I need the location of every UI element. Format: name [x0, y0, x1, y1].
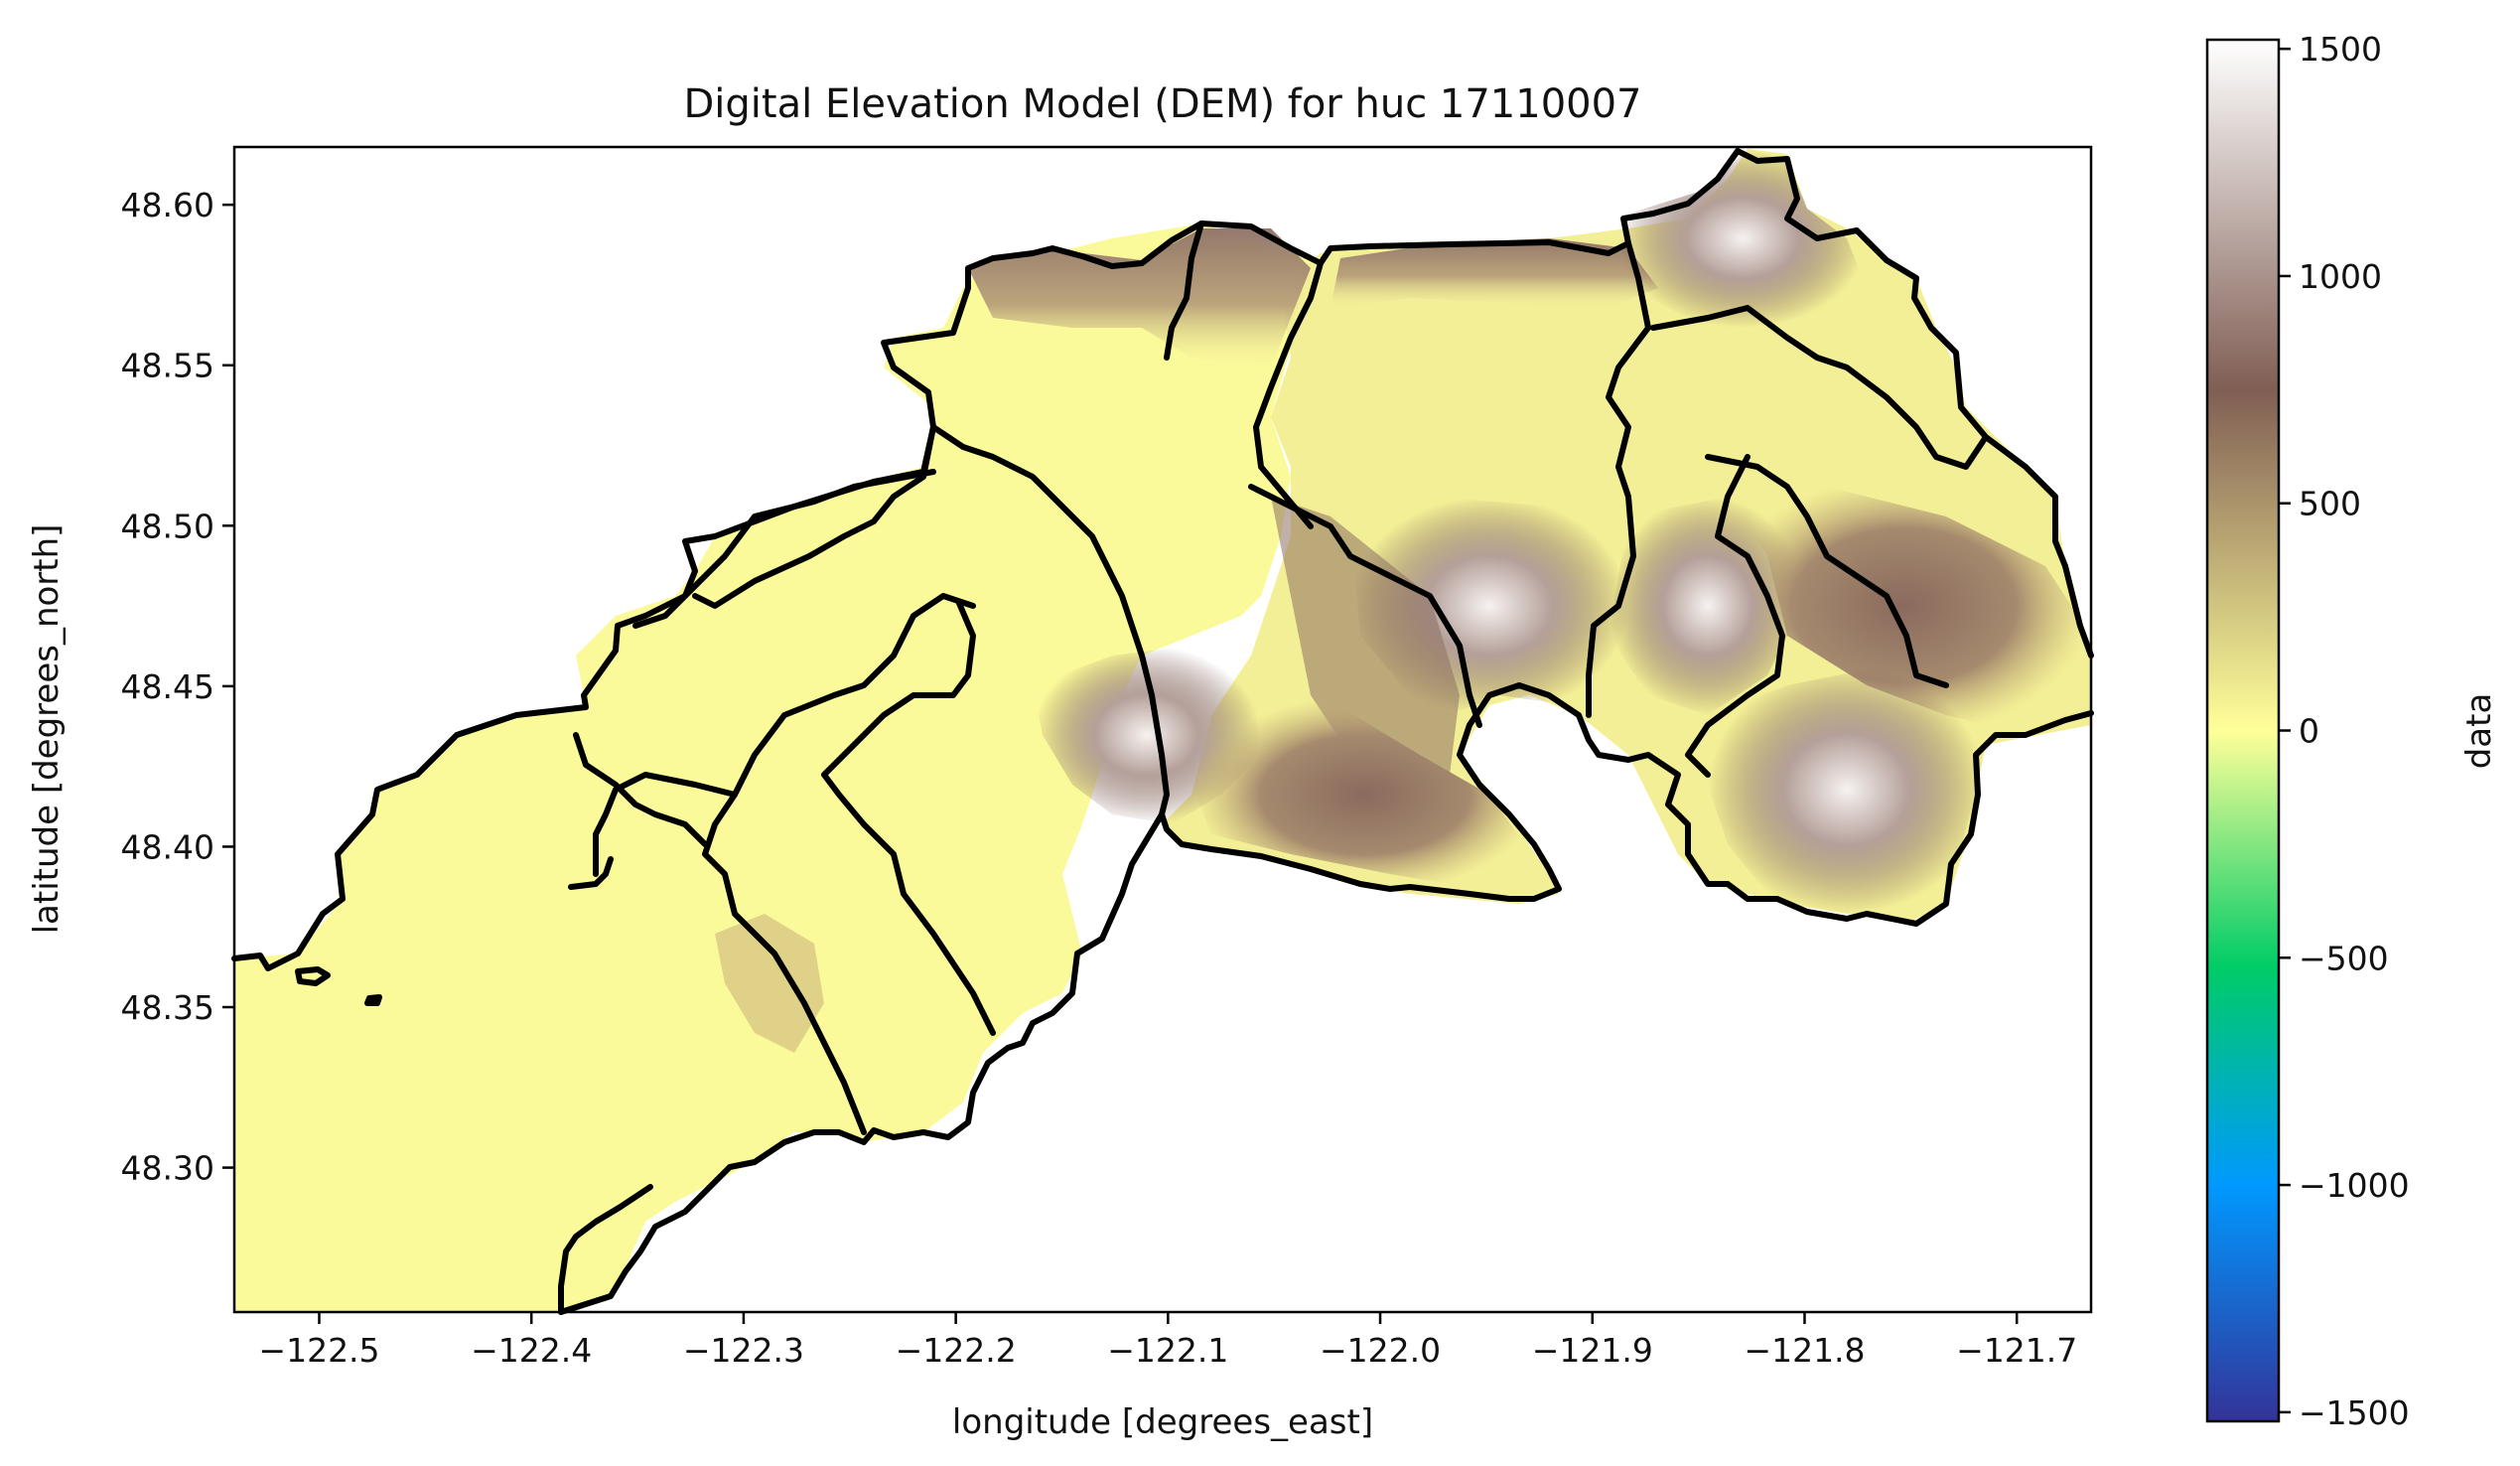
divide-7 — [1650, 305, 1989, 470]
coast-segment — [568, 856, 614, 890]
divide-14 — [573, 732, 708, 847]
y-tick-label: 48.50 — [121, 507, 214, 545]
southern-tail — [558, 1184, 653, 1315]
x-tick-label: −122.4 — [471, 1331, 592, 1370]
northern-ridge — [968, 228, 1311, 367]
x-axis-ticks: −122.5 −122.4 −122.3 −122.2 −122.1 −122.0 −121… — [258, 1312, 2077, 1370]
divide-1 — [692, 424, 936, 609]
x-tick-label: −122.3 — [683, 1331, 804, 1370]
colorbar: 1500 1000 500 0 −500 −1000 −1500 data — [2205, 30, 2499, 1432]
divide-4 — [930, 424, 1170, 817]
y-axis-ticks: 48.30 48.35 48.40 48.45 48.50 48.55 48.60 — [121, 186, 234, 1188]
y-tick-label: 48.35 — [121, 988, 214, 1027]
y-tick-label: 48.40 — [121, 827, 214, 866]
island-1 — [295, 966, 331, 986]
colorbar-gradient — [2205, 38, 2281, 1423]
dem-raster — [234, 149, 2091, 1312]
south-central-valley — [1191, 695, 1539, 894]
divide-6 — [1586, 240, 1651, 718]
divide-10 — [632, 469, 936, 629]
divide-8 — [1705, 454, 1949, 688]
central-slopes — [1271, 497, 1460, 795]
colorbar-tick-label: 1000 — [2299, 257, 2382, 296]
north-central-ridge — [1330, 238, 1658, 308]
y-tick-label: 48.30 — [121, 1149, 214, 1188]
y-tick-label: 48.55 — [121, 347, 214, 385]
colorbar-label: data — [2459, 693, 2499, 770]
divide-12 — [821, 598, 996, 1036]
watershed-boundaries — [231, 148, 2094, 1315]
divide-3 — [1164, 220, 1204, 361]
island-2 — [364, 994, 382, 1006]
x-tick-label: −122.1 — [1107, 1331, 1228, 1370]
x-tick-label: −122.0 — [1320, 1331, 1441, 1370]
x-tick-label: −122.5 — [258, 1331, 379, 1370]
southeast-peak — [1708, 665, 1986, 914]
colorbar-tick-label: −1500 — [2299, 1393, 2410, 1432]
x-axis-label: longitude [degrees_east] — [952, 1402, 1373, 1442]
plot-area: −122.5 −122.4 −122.3 −122.2 −122.1 −122.0 −121… — [27, 145, 2094, 1442]
divide-2 — [1253, 260, 1324, 529]
colorbar-tick-label: 500 — [2299, 485, 2361, 523]
x-tick-label: −121.9 — [1532, 1331, 1653, 1370]
map-title: Digital Elevation Model (DEM) for huc 17… — [684, 81, 1642, 127]
x-tick-label: −121.8 — [1744, 1331, 1865, 1370]
divide-13 — [593, 772, 738, 877]
y-tick-label: 48.60 — [121, 186, 214, 224]
colorbar-tick-label: 1500 — [2299, 30, 2382, 69]
northeast-peak — [1618, 149, 1867, 328]
y-tick-label: 48.45 — [121, 667, 214, 706]
y-axis-label: latitude [degrees_north] — [27, 524, 67, 935]
basin-outline — [231, 148, 2094, 971]
x-tick-label: −122.2 — [896, 1331, 1017, 1370]
divide-5 — [1248, 484, 1482, 728]
colorbar-tick-label: −500 — [2299, 939, 2389, 977]
divide-9 — [1685, 454, 1785, 778]
divide-11 — [702, 593, 976, 1135]
colorbar-tick-label: −1000 — [2299, 1166, 2410, 1205]
southwest-hills — [715, 914, 824, 1053]
x-tick-label: −121.7 — [1956, 1331, 2077, 1370]
colorbar-tick-label: 0 — [2299, 712, 2319, 751]
east-massif-north — [1609, 497, 1807, 715]
basin-outline-south — [558, 682, 2094, 1315]
east-massif-ridge — [1718, 477, 2091, 735]
plot-frame — [232, 145, 2093, 1314]
colorbar-ticks: 1500 1000 500 0 −500 −1000 −1500 — [2279, 30, 2410, 1432]
